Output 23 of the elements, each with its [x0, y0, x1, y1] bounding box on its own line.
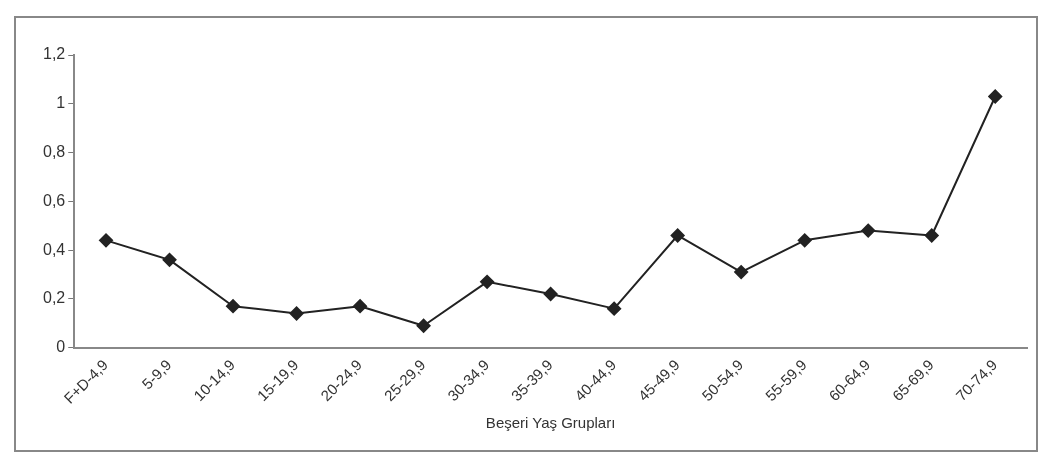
- point: [861, 223, 876, 238]
- x-axis-title: Beşeri Yaş Grupları: [485, 414, 616, 432]
- point: [226, 299, 241, 314]
- point: [289, 306, 304, 321]
- y-tick-label: 0,2: [42, 289, 66, 307]
- point: [670, 228, 685, 243]
- point: [353, 299, 368, 314]
- point: [162, 252, 177, 267]
- y-tick-label: 0: [56, 338, 66, 356]
- point: [988, 89, 1003, 104]
- y-tick-label: 0,4: [42, 240, 66, 258]
- point: [99, 233, 113, 248]
- point: [734, 265, 749, 280]
- point: [480, 274, 495, 289]
- point: [924, 228, 939, 243]
- point: [607, 301, 622, 316]
- y-tick-label: 1: [56, 94, 66, 112]
- y-tick-label: 0,6: [42, 191, 66, 209]
- point: [543, 287, 558, 302]
- y-tick-label: 1,2: [42, 45, 66, 63]
- point: [797, 233, 812, 248]
- y-tick-label: 0,8: [42, 142, 66, 160]
- point: [416, 318, 431, 333]
